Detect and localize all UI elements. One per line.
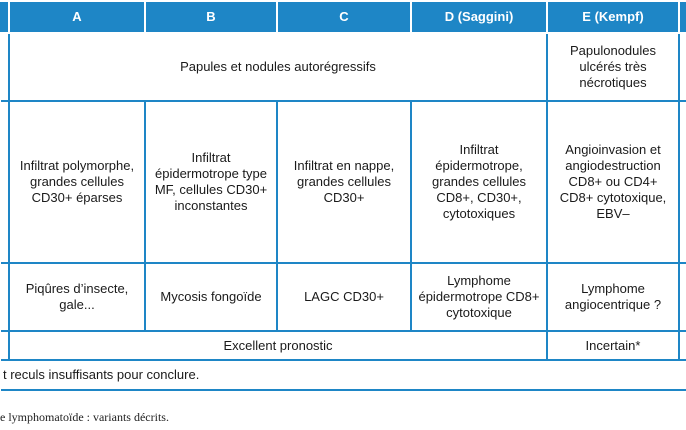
variants-table: A B C D (Saggini) E (Kempf) Papules et n…: [0, 0, 686, 391]
prognosis-row: Excellent pronostic Incertain*: [1, 330, 686, 361]
header-d: D (Saggini): [410, 0, 548, 34]
diagnosis-cell-b: Mycosis fongoïde: [144, 262, 278, 332]
header-spacer-right: [678, 0, 686, 34]
clinical-cell-a-d: Papules et nodules autorégressifs: [8, 32, 548, 102]
diagnosis-cell-e: Lymphome angiocentrique ?: [546, 262, 680, 332]
row-edge-right: [678, 32, 686, 102]
prognosis-cell-e: Incertain*: [546, 330, 680, 361]
clinical-cell-e: Papulonodules ulcérés très nécrotiques: [546, 32, 680, 102]
diagnosis-cell-d: Lymphome épidermotrope CD8+ cytotoxique: [410, 262, 548, 332]
histology-cell-c: Infiltrat en nappe, grandes cellules CD3…: [276, 100, 412, 264]
row-edge-left: [1, 262, 10, 332]
histology-cell-b: Infiltrat épidermotrope type MF, cellule…: [144, 100, 278, 264]
diagnosis-cell-a: Piqûres d’insecte, gale...: [8, 262, 146, 332]
histology-cell-a: Infiltrat polymorphe, grandes cellules C…: [8, 100, 146, 264]
row-edge-right: [678, 100, 686, 264]
table-caption: e lymphomatoïde : variants décrits.: [0, 410, 169, 424]
row-edge-left: [1, 32, 10, 102]
histology-cell-d: Infiltrat épidermotrope, grandes cellule…: [410, 100, 548, 264]
header-e: E (Kempf): [546, 0, 680, 34]
row-edge-left: [1, 100, 10, 264]
histology-cell-e: Angioinvasion et angiodestruction CD8+ o…: [546, 100, 680, 264]
histology-row: Infiltrat polymorphe, grandes cellules C…: [1, 100, 686, 264]
diagnosis-cell-c: LAGC CD30+: [276, 262, 412, 332]
row-edge-right: [678, 262, 686, 332]
footnote-row: t reculs insuffisants pour conclure.: [1, 359, 686, 391]
clinical-row: Papules et nodules autorégressifs Papulo…: [1, 32, 686, 102]
row-edge-left: [1, 330, 10, 361]
header-row: A B C D (Saggini) E (Kempf): [0, 0, 686, 34]
header-c: C: [276, 0, 412, 34]
prognosis-cell-a-d: Excellent pronostic: [8, 330, 548, 361]
row-edge-right: [678, 330, 686, 361]
header-spacer-left: [0, 0, 10, 34]
diagnosis-row: Piqûres d’insecte, gale... Mycosis fongo…: [1, 262, 686, 332]
footnote-text: t reculs insuffisants pour conclure.: [1, 359, 686, 391]
header-a: A: [8, 0, 146, 34]
header-b: B: [144, 0, 278, 34]
